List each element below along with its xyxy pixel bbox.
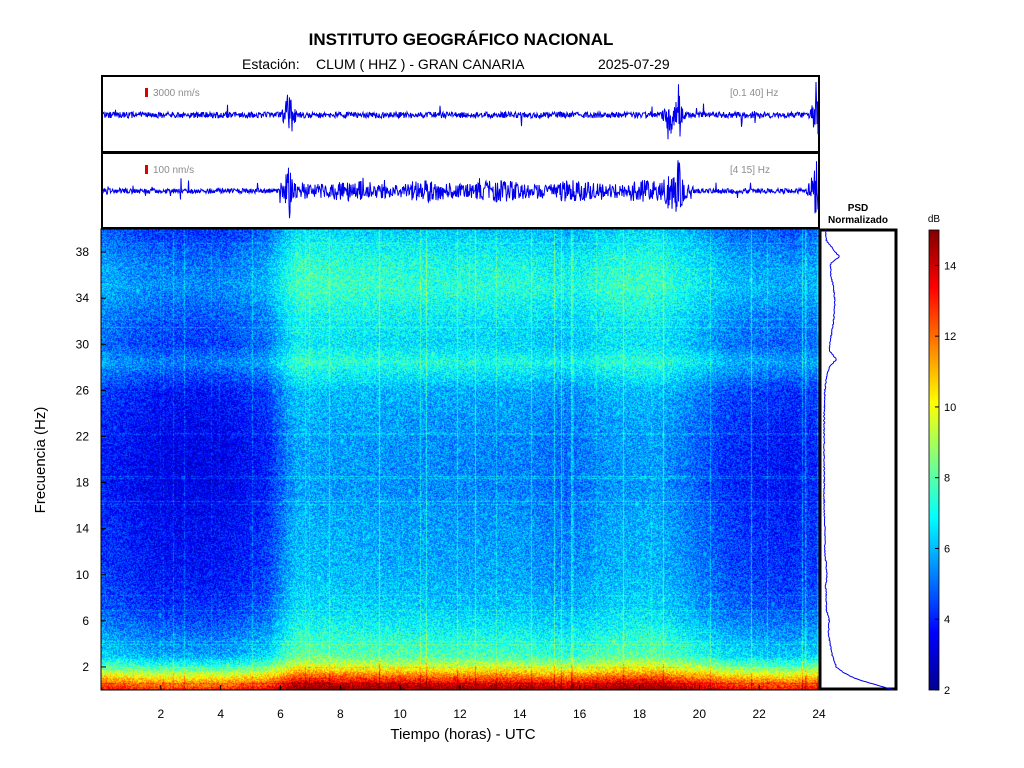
filter-label-broadband: [0.1 40] Hz [730, 88, 778, 99]
x-tick-label: 14 [513, 707, 527, 721]
scale-label-broadband: 3000 nm/s [153, 88, 200, 99]
trace-filtered-line [102, 160, 819, 219]
filter-label-filtered: [4 15] Hz [730, 165, 770, 176]
y-tick-label: 38 [76, 245, 90, 259]
y-tick-label: 26 [76, 383, 90, 397]
colorbar-tick-label: 6 [944, 543, 950, 555]
spectrogram-heatmap [101, 229, 819, 690]
y-tick-label: 34 [76, 291, 90, 305]
x-tick-label: 22 [752, 707, 766, 721]
x-tick-label: 18 [633, 707, 647, 721]
y-tick-label: 18 [76, 476, 90, 490]
x-tick-label: 6 [277, 707, 284, 721]
y-tick-label: 14 [76, 522, 90, 536]
y-tick-label: 30 [76, 337, 90, 351]
y-tick-label: 6 [82, 614, 89, 628]
colorbar-tick-label: 4 [944, 614, 950, 626]
psd-title-line2: Normalizado [828, 215, 888, 226]
x-axis-ticks: 2 4 6 8 10 12 14 16 18 20 22 24 [157, 685, 826, 721]
scale-bar-broadband [145, 88, 148, 97]
x-tick-label: 24 [812, 707, 826, 721]
x-tick-label: 20 [693, 707, 707, 721]
colorbar-tick-label: 14 [944, 260, 956, 272]
station-label: Estación: [242, 56, 300, 72]
colorbar-tick-label: 12 [944, 331, 956, 343]
y-tick-label: 22 [76, 429, 90, 443]
x-tick-label: 2 [157, 707, 164, 721]
date-label: 2025-07-29 [598, 56, 670, 72]
psd-panel: PSD Normalizado [818, 203, 898, 691]
scale-bar-filtered [145, 165, 148, 174]
station-name: CLUM ( HHZ ) - GRAN CANARIA [316, 56, 525, 72]
y-tick-label: 10 [76, 568, 90, 582]
figure-title: INSTITUTO GEOGRÁFICO NACIONAL [309, 30, 614, 49]
x-tick-label: 4 [217, 707, 224, 721]
colorbar-gradient [928, 229, 940, 691]
x-tick-label: 8 [337, 707, 344, 721]
trace-panel-broadband: 3000 nm/s [0.1 40] Hz [101, 75, 820, 153]
colorbar-tick-label: 8 [944, 473, 950, 485]
colorbar-ticks: 2 4 6 8 10 12 14 [935, 260, 956, 697]
colorbar: dB 2 4 6 8 10 12 14 [928, 214, 956, 697]
y-axis-label: Frecuencia (Hz) [32, 407, 49, 514]
x-tick-label: 16 [573, 707, 587, 721]
colorbar-tick-label: 2 [944, 685, 950, 697]
spectrogram-panel: 2 4 6 8 10 12 14 16 18 20 22 24 261014182226303438 … [32, 228, 826, 743]
colorbar-unit: dB [928, 214, 941, 225]
psd-curve [822, 228, 894, 691]
colorbar-tick-label: 10 [944, 402, 956, 414]
trace-broadband-line [102, 81, 819, 140]
y-tick-label: 2 [82, 660, 89, 674]
x-tick-label: 10 [393, 707, 407, 721]
x-tick-label: 12 [453, 707, 467, 721]
trace-panel-filtered: 100 nm/s [4 15] Hz [101, 152, 820, 229]
psd-title-line1: PSD [848, 203, 869, 214]
x-axis-label: Tiempo (horas) - UTC [390, 726, 535, 743]
scale-label-filtered: 100 nm/s [153, 165, 194, 176]
